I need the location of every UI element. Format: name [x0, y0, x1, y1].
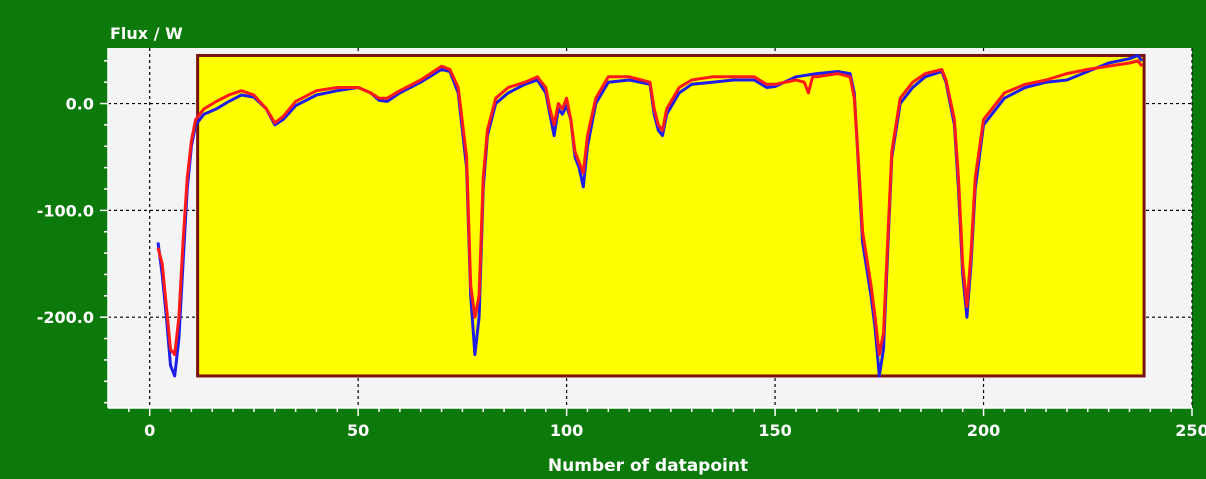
x-tick-label: 100: [550, 421, 583, 440]
x-axis-label: Number of datapoint: [548, 456, 748, 476]
y-axis-label: Flux / W: [110, 24, 183, 43]
axes: 0 50 100 150 200 250 0.0 -100.0 -200.0: [37, 48, 1206, 440]
series-line-1: [156, 59, 1144, 357]
x-tick-label: 50: [347, 421, 369, 440]
y-tick-label: -100.0: [37, 201, 94, 220]
x-tick-label: 200: [967, 421, 1000, 440]
y-tick-label: -200.0: [37, 308, 94, 327]
x-tick-label: 150: [758, 421, 791, 440]
series-layer: [156, 54, 1144, 378]
x-tick-label: 250: [1175, 421, 1206, 440]
x-tick-label: 0: [144, 421, 155, 440]
y-tick-label: 0.0: [66, 95, 94, 114]
